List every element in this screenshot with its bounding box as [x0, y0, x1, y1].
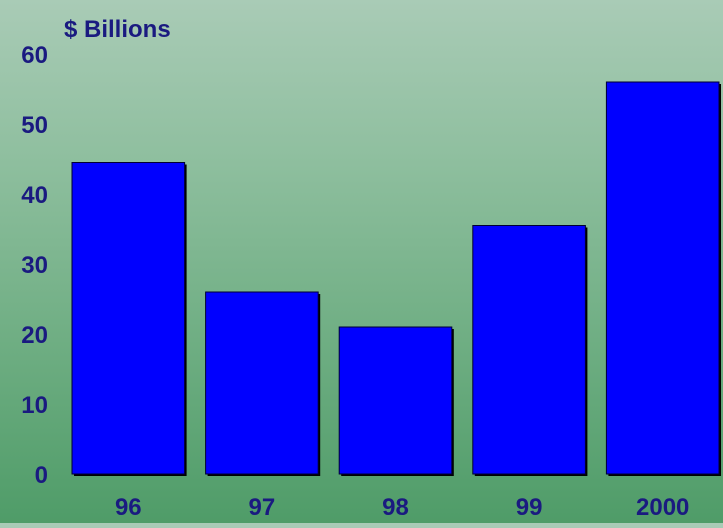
x-tick-label: 97	[249, 494, 276, 521]
y-axis-ticks: 0 10 20 30 40 50 60	[21, 42, 48, 489]
bar	[472, 225, 586, 475]
bar	[71, 162, 186, 475]
x-tick-label: 99	[516, 494, 543, 521]
y-tick-label: 20	[21, 322, 48, 349]
bar	[605, 81, 720, 475]
x-axis-ticks: 96 97 98 99 2000	[115, 494, 689, 521]
x-tick-label: 96	[115, 494, 142, 521]
y-tick-label: 30	[21, 252, 48, 279]
y-tick-label: 50	[21, 112, 48, 139]
y-tick-label: 40	[21, 182, 48, 209]
y-tick-label: 10	[21, 392, 48, 419]
bar	[205, 291, 319, 475]
y-axis-label: $ Billions	[64, 16, 171, 43]
y-tick-label: 0	[35, 462, 48, 489]
y-tick-label: 60	[21, 42, 48, 69]
x-tick-label: 2000	[636, 494, 689, 521]
x-tick-label: 98	[382, 494, 409, 521]
bars	[71, 81, 721, 476]
bar	[338, 326, 453, 475]
